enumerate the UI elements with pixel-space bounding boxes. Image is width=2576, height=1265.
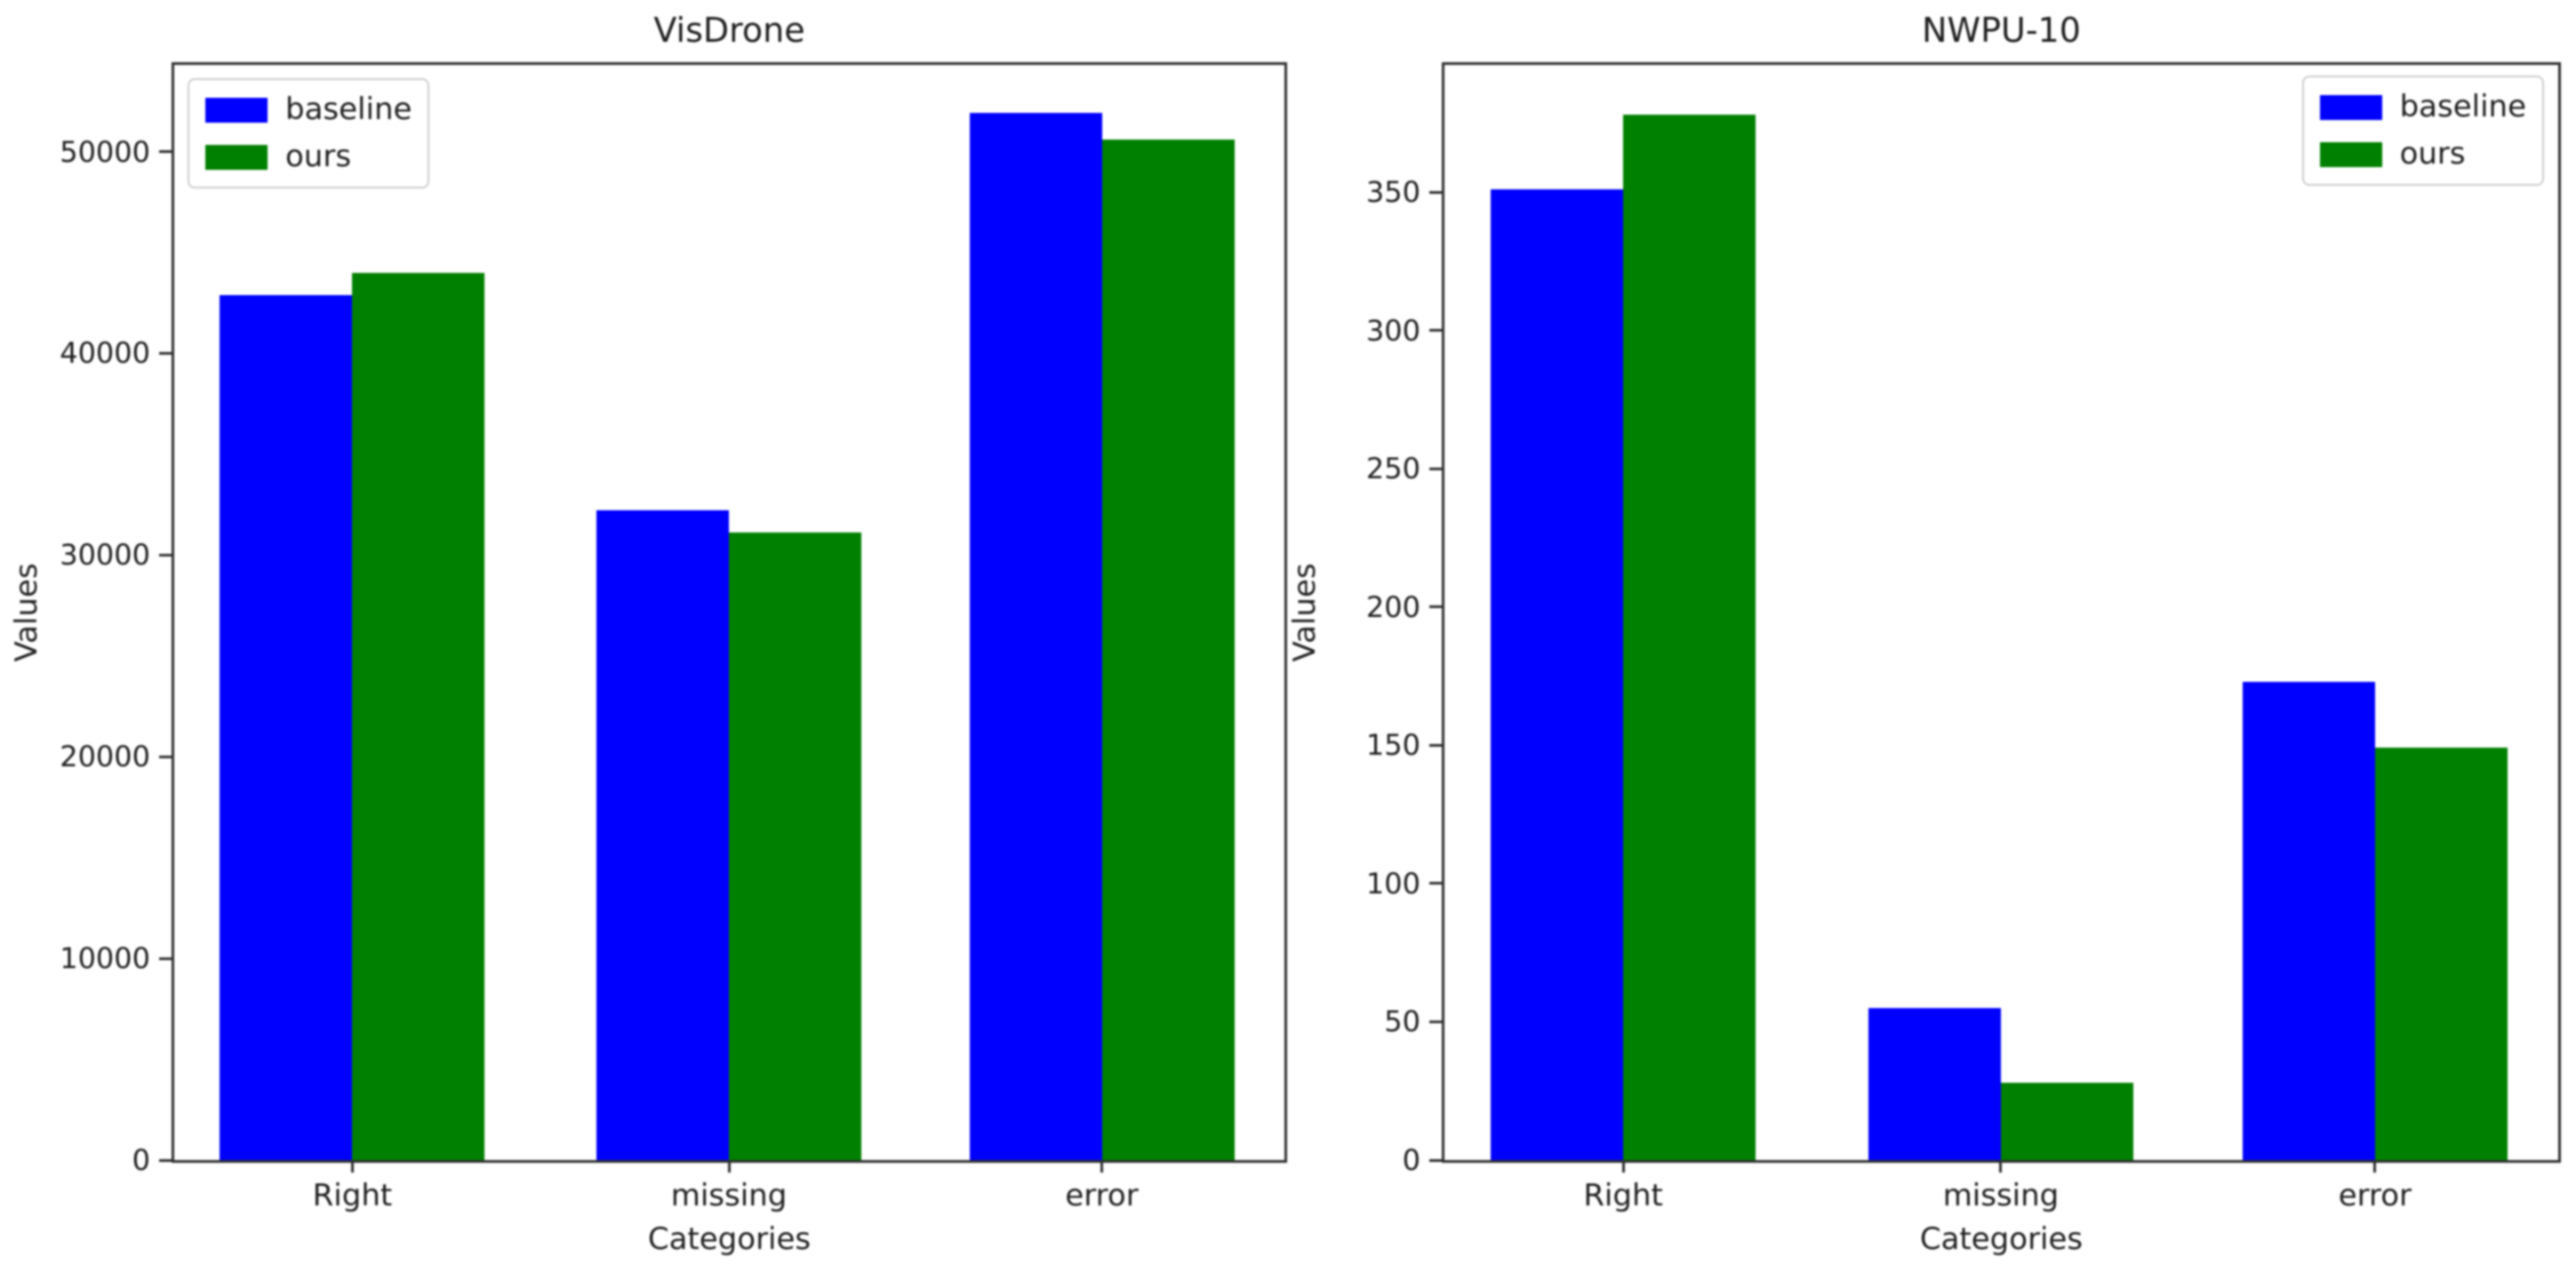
y-tick-label: 250 [1365,452,1420,486]
chart-title-nwpu10: NWPU-10 [1922,11,2081,50]
legend-label: baseline [2399,89,2526,124]
bar-baseline-Right [1491,189,1624,1160]
x-tick-mark [1621,1163,1625,1173]
legend-swatch-baseline [205,97,268,123]
y-tick-mark [1429,1020,1442,1023]
y-tick-label: 0 [132,1143,150,1177]
x-tick-label: error [1065,1178,1139,1213]
x-tick-mark [727,1163,731,1173]
y-tick-mark [1429,1158,1442,1162]
x-axis-label: Categories [647,1221,812,1257]
x-tick-label: Right [1583,1178,1663,1213]
y-tick-label: 50 [1384,1005,1420,1039]
legend: baseline ours [188,78,430,189]
y-tick-label: 50000 [60,134,150,169]
bar-ours-missing [2000,1082,2133,1160]
legend-row: ours [205,139,412,175]
y-tick-label: 10000 [60,941,150,976]
y-tick-label: 350 [1365,175,1420,210]
legend: baseline ours [2301,76,2544,187]
bar-ours-Right [1623,115,1756,1160]
legend-row: ours [2319,136,2526,172]
bar-ours-error [2374,748,2508,1160]
y-tick-mark [1429,882,1442,885]
legend-swatch-ours [205,144,268,170]
y-tick-label: 40000 [60,336,150,371]
y-tick-mark [1429,329,1442,332]
x-tick-mark [1999,1163,2003,1173]
y-tick-label: 150 [1365,728,1420,763]
legend-label: ours [2399,136,2466,172]
y-tick-mark [159,351,172,355]
x-axis-label: Categories [1919,1221,2084,1257]
bar-baseline-Right [220,294,353,1160]
x-tick-label: Right [312,1178,393,1213]
y-tick-label: 300 [1365,313,1420,348]
y-tick-mark [159,150,172,154]
legend-row: baseline [205,92,412,127]
bar-baseline-missing [1868,1007,2001,1160]
y-tick-label: 100 [1365,866,1420,901]
legend-label: baseline [285,92,412,127]
legend-label: ours [285,139,352,175]
chart-title-visdrone: VisDrone [653,11,805,50]
y-tick-mark [159,957,172,960]
y-tick-mark [1429,467,1442,470]
y-tick-label: 0 [1402,1143,1420,1177]
legend-row: baseline [2319,89,2526,124]
x-tick-label: missing [670,1178,788,1213]
x-tick-label: error [2338,1178,2412,1213]
y-tick-mark [159,755,172,758]
bar-ours-error [1101,139,1235,1160]
y-tick-mark [1429,743,1442,747]
x-tick-label: missing [1942,1178,2060,1213]
y-tick-mark [1429,605,1442,609]
x-tick-mark [1100,1163,1104,1173]
y-tick-label: 30000 [60,538,150,572]
y-tick-mark [159,553,172,556]
y-tick-mark [159,1158,172,1162]
bar-baseline-missing [596,510,729,1160]
y-tick-label: 200 [1365,589,1420,624]
legend-swatch-ours [2319,141,2382,167]
bar-ours-missing [729,532,861,1160]
legend-swatch-baseline [2319,94,2382,120]
y-tick-label: 20000 [60,740,150,774]
y-tick-mark [1429,190,1442,194]
x-tick-mark [2373,1163,2377,1173]
bar-baseline-error [969,113,1102,1160]
bar-ours-Right [352,272,485,1160]
bar-baseline-error [2242,681,2375,1160]
x-tick-mark [350,1163,354,1173]
